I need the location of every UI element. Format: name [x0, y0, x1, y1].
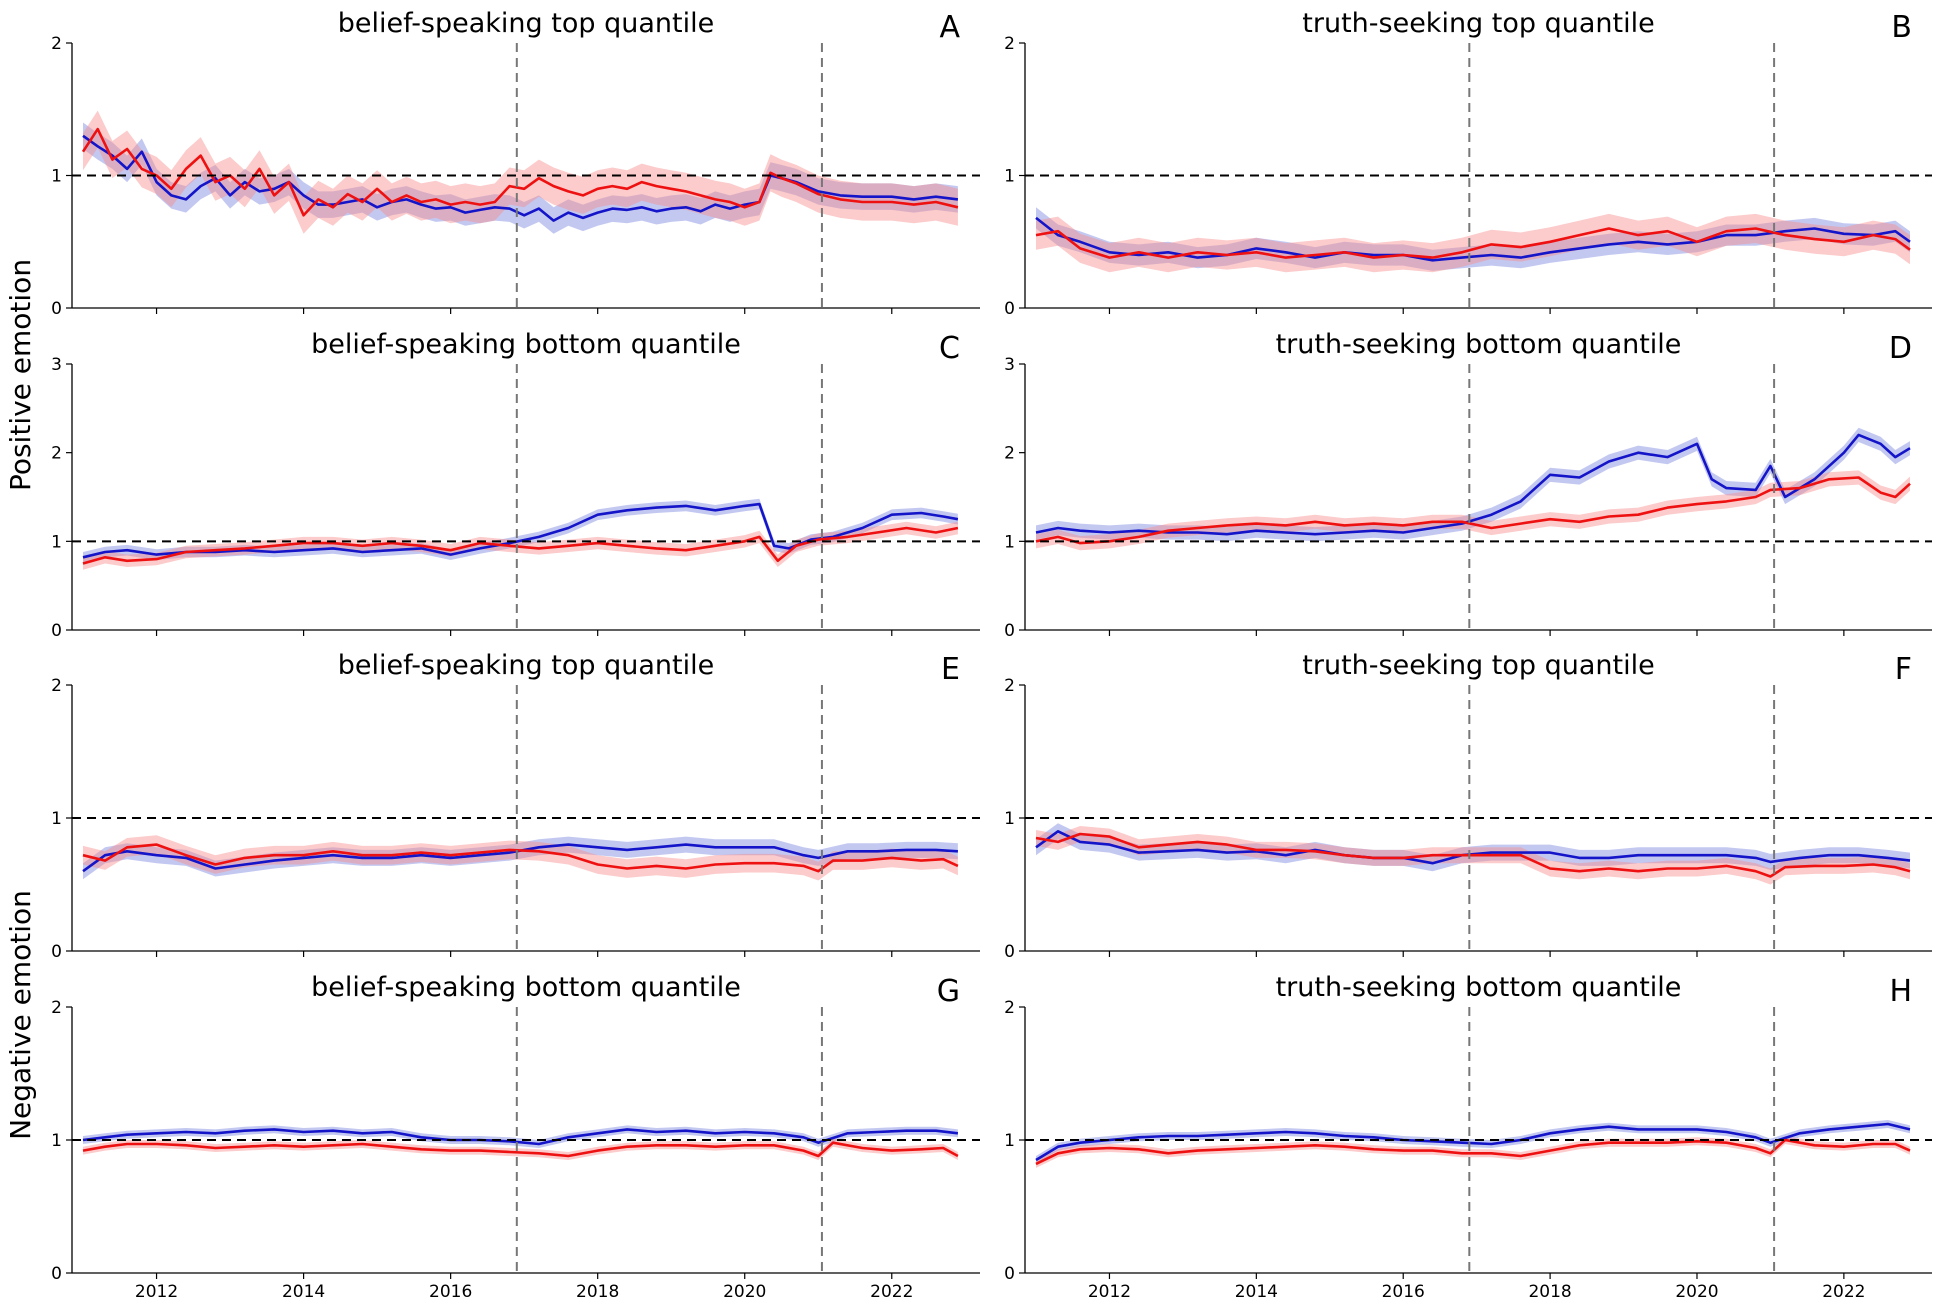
y-tick-label: 0 — [51, 621, 62, 641]
panel-title: truth-seeking top quantile — [1302, 650, 1654, 681]
x-tick-label: 2016 — [429, 1282, 472, 1302]
panel-title: belief-speaking top quantile — [338, 650, 714, 681]
y-tick-label: 1 — [1004, 532, 1015, 552]
series-line-blue — [1035, 1122, 1911, 1162]
y-tick-label: 0 — [51, 1264, 62, 1284]
series-band-blue — [1036, 823, 1910, 872]
panel-title: belief-speaking bottom quantile — [311, 329, 741, 360]
series-band-red — [83, 835, 958, 881]
panel-letter: D — [1889, 331, 1912, 366]
panel-H: 0 1 2 2012 2014 2016 2018 2020 2022 truth-seeking… — [1004, 972, 1932, 1302]
y-tick-label: 3 — [51, 355, 62, 375]
panel-letter: C — [939, 331, 960, 366]
y-tick-label: 0 — [51, 942, 62, 962]
y-tick-label: 2 — [51, 34, 62, 54]
x-tick-label: 2012 — [1088, 1282, 1131, 1302]
y-tick-label: 1 — [1004, 809, 1015, 829]
series-line-red — [81, 127, 959, 217]
series-band-red — [83, 110, 958, 234]
panel-F: 0 1 2 truth-seeking top quantile F — [1004, 650, 1932, 962]
y-tick-label: 1 — [1004, 1131, 1015, 1151]
panel-title: belief-speaking top quantile — [338, 8, 714, 39]
y-tick-label: 1 — [51, 167, 62, 187]
series-line-red — [1035, 832, 1911, 878]
series-line-red — [82, 843, 959, 873]
y-tick-label: 0 — [1004, 942, 1015, 962]
panel-D: 0 1 2 3 truth-seeking bottom quantile D — [1004, 329, 1932, 641]
y-tick-label: 3 — [1004, 355, 1015, 375]
y-tick-label: 2 — [1004, 998, 1015, 1018]
y-tick-label: 0 — [1004, 1264, 1015, 1284]
panel-letter: H — [1889, 974, 1912, 1009]
series-line-red — [1035, 1138, 1911, 1166]
x-tick-label: 2014 — [1235, 1282, 1278, 1302]
panel-letter: A — [939, 10, 960, 45]
panel-title: belief-speaking bottom quantile — [311, 972, 741, 1003]
x-tick-label: 2022 — [870, 1282, 913, 1302]
x-tick-label: 2016 — [1382, 1282, 1425, 1302]
y-tick-label: 0 — [1004, 621, 1015, 641]
y-tick-label: 1 — [1004, 167, 1015, 187]
y-tick-label: 2 — [1004, 34, 1015, 54]
series-band-blue — [1036, 207, 1910, 271]
panel-A: 0 1 2 belief-speaking top quantile A — [51, 8, 980, 319]
y-tick-label: 0 — [1004, 299, 1015, 319]
y-tick-label: 2 — [51, 676, 62, 696]
y-tick-label: 2 — [51, 444, 62, 464]
x-tick-label: 2022 — [1822, 1282, 1865, 1302]
panel-B: 0 1 2 truth-seeking top quantile B — [1004, 8, 1932, 319]
ylabel-positive: Positive emotion — [4, 259, 37, 491]
x-tick-label: 2012 — [135, 1282, 178, 1302]
y-tick-label: 1 — [51, 1131, 62, 1151]
x-tick-label: 2014 — [282, 1282, 325, 1302]
x-tick-label: 2020 — [723, 1282, 766, 1302]
series-band-red — [1036, 213, 1910, 273]
series-band-blue — [1036, 427, 1910, 542]
panels: 0 1 2 belief-speaking top quantile A 0 1 2 truth… — [51, 8, 1932, 1302]
panel-letter: G — [937, 974, 960, 1009]
series-line-red — [1035, 227, 1911, 259]
panel-title: truth-seeking bottom quantile — [1276, 972, 1682, 1003]
y-tick-label: 2 — [1004, 676, 1015, 696]
x-tick-label: 2018 — [1528, 1282, 1571, 1302]
panel-C: 0 1 2 3 belief-speaking bottom quantile C — [51, 329, 980, 641]
x-tick-label: 2020 — [1675, 1282, 1718, 1302]
panel-letter: E — [941, 652, 960, 687]
panel-title: truth-seeking bottom quantile — [1276, 329, 1682, 360]
panel-E: 0 1 2 belief-speaking top quantile E — [51, 650, 980, 962]
panel-G: 0 1 2 2012 2014 2016 2018 2020 2022 belief-speaki… — [51, 972, 980, 1302]
panel-letter: B — [1891, 10, 1912, 45]
y-tick-label: 2 — [1004, 444, 1015, 464]
ylabel-negative: Negative emotion — [4, 890, 37, 1140]
series-line-blue — [82, 1128, 959, 1146]
series-line-blue — [1035, 433, 1911, 536]
series-line-red — [82, 1141, 959, 1158]
panel-letter: F — [1895, 652, 1912, 687]
series-line-red — [1035, 476, 1911, 545]
y-tick-label: 1 — [51, 532, 62, 552]
panel-title: truth-seeking top quantile — [1302, 8, 1654, 39]
series-band-red — [83, 1138, 958, 1160]
series-line-blue — [1035, 216, 1911, 262]
series-band-red — [1036, 1136, 1910, 1168]
y-tick-label: 0 — [51, 299, 62, 319]
y-tick-label: 1 — [51, 809, 62, 829]
x-tick-label: 2018 — [576, 1282, 619, 1302]
series-band-blue — [83, 498, 958, 563]
y-tick-label: 2 — [51, 998, 62, 1018]
